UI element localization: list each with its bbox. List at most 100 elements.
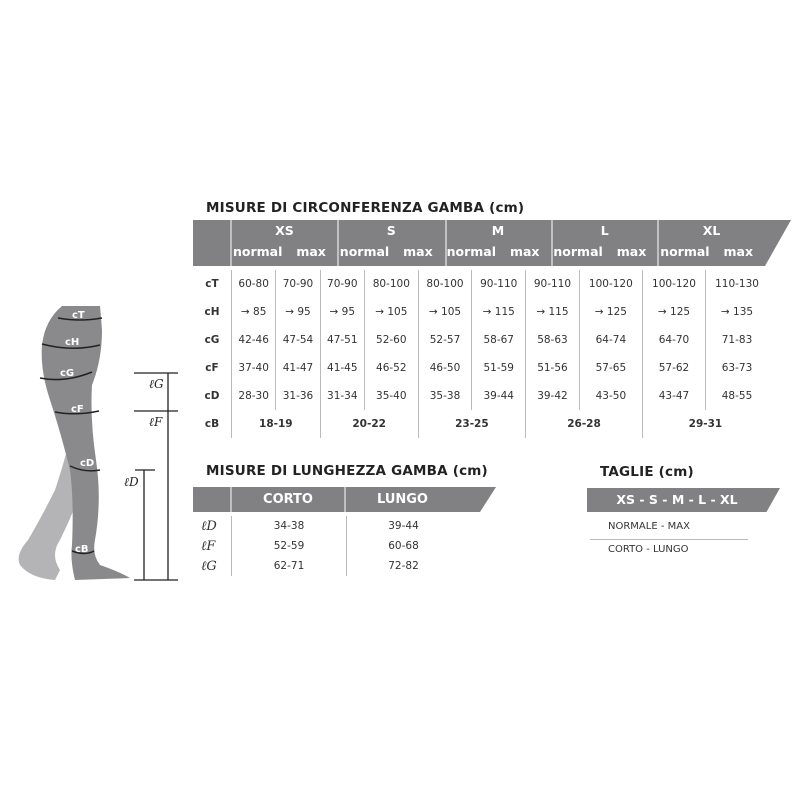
- sub-header-normal: normal: [446, 244, 496, 259]
- size-label: M: [491, 223, 505, 238]
- table-row: ℓF 52-59 60-68: [193, 536, 460, 556]
- cell: 63-73: [705, 354, 768, 382]
- cell: → 85: [230, 298, 276, 326]
- size-group-l: L normal max: [551, 222, 658, 266]
- cell: → 105: [363, 298, 419, 326]
- table-row-cB: cB 18-19 20-22 23-25 26-28 29-31: [193, 410, 768, 438]
- sub-header-max: max: [296, 244, 326, 259]
- cell: 52-57: [417, 326, 472, 354]
- cell: → 125: [578, 298, 643, 326]
- sub-header-max: max: [723, 244, 754, 259]
- label-lF: ℓF: [149, 415, 163, 429]
- cell: 64-74: [578, 326, 643, 354]
- size-group-xl: XL normal max: [658, 222, 765, 266]
- size-group-xs: XS normal max: [231, 222, 338, 266]
- cell: → 95: [319, 298, 365, 326]
- cell: 90-110: [525, 270, 580, 298]
- sub-header-max: max: [509, 244, 540, 259]
- front-leg: [41, 306, 130, 580]
- circumference-title: MISURE DI CIRCONFERENZA GAMBA (cm): [206, 200, 525, 216]
- taglie-corto-lungo: CORTO - LUNGO: [608, 544, 689, 555]
- cell: 43-50: [578, 382, 643, 410]
- cell: 23-25: [417, 410, 526, 438]
- cell: 71-83: [705, 326, 768, 354]
- row-label: cD: [204, 390, 220, 402]
- cell: 35-40: [363, 382, 419, 410]
- label-lG: ℓG: [149, 377, 164, 391]
- label-cT: cT: [72, 310, 85, 321]
- circumference-header-bar: [193, 220, 791, 266]
- table-row: ℓG 62-71 72-82: [193, 556, 460, 576]
- label-cG: cG: [60, 368, 74, 379]
- cell: → 95: [275, 298, 321, 326]
- table-row: cF 37-40 41-47 41-45 46-52 46-50 51-59 51-56 57-…: [193, 354, 768, 382]
- cell: 18-19: [231, 410, 321, 438]
- cell: 100-120: [641, 270, 706, 298]
- sub-header-normal: normal: [553, 244, 603, 259]
- row-label: cG: [204, 334, 220, 346]
- cell: 41-47: [275, 354, 321, 382]
- cell: 62-71: [231, 556, 347, 576]
- cell: 35-38: [417, 382, 472, 410]
- cell: 58-67: [471, 326, 526, 354]
- taglie-title: TAGLIE (cm): [600, 464, 694, 480]
- cell: 52-60: [363, 326, 419, 354]
- cell: 26-28: [525, 410, 643, 438]
- size-label: L: [600, 223, 609, 238]
- header-corto: CORTO: [263, 492, 313, 507]
- cell: 100-120: [578, 270, 643, 298]
- row-label: cB: [204, 418, 220, 430]
- cell: 80-100: [417, 270, 472, 298]
- cell: 34-38: [231, 516, 347, 536]
- cell: 47-51: [319, 326, 365, 354]
- cell: 31-34: [319, 382, 365, 410]
- cell: 42-46: [230, 326, 276, 354]
- row-label: ℓF: [201, 539, 216, 554]
- row-label: ℓG: [201, 559, 217, 574]
- table-row: cH → 85 → 95 → 95 → 105 → 105 → 115 → 115 → 125 →…: [193, 298, 768, 326]
- table-row: cD 28-30 31-36 31-34 35-40 35-38 39-44 39-42 43-…: [193, 382, 768, 410]
- size-headers: XS normal max S normal max M normal max L norm…: [231, 222, 765, 266]
- cell: 60-80: [230, 270, 276, 298]
- circumference-table: cT 60-80 70-90 70-90 80-100 80-100 90-110 90-11…: [193, 270, 768, 438]
- label-cD: cD: [80, 458, 94, 469]
- cell: 52-59: [231, 536, 347, 556]
- cell: 70-90: [319, 270, 365, 298]
- cell: → 105: [417, 298, 472, 326]
- cell: 28-30: [230, 382, 276, 410]
- size-label: XL: [702, 223, 721, 238]
- cell: 39-44: [471, 382, 526, 410]
- cell: → 125: [641, 298, 706, 326]
- cell: 64-70: [641, 326, 706, 354]
- cell: 60-68: [346, 536, 460, 556]
- cell: 37-40: [230, 354, 276, 382]
- cell: 29-31: [641, 410, 768, 438]
- cell: 57-65: [578, 354, 643, 382]
- sub-header-max: max: [616, 244, 647, 259]
- cell: 90-110: [471, 270, 526, 298]
- cell: 31-36: [275, 382, 321, 410]
- table-row: cT 60-80 70-90 70-90 80-100 80-100 90-110 90-11…: [193, 270, 768, 298]
- row-label: cF: [205, 362, 219, 374]
- cell: 57-62: [641, 354, 706, 382]
- cell: 39-42: [525, 382, 580, 410]
- taglie-divider: [590, 539, 748, 540]
- cell: 51-56: [525, 354, 580, 382]
- cell: 51-59: [471, 354, 526, 382]
- size-group-m: M normal max: [445, 222, 552, 266]
- taglie-bar: [587, 488, 780, 512]
- cell: 70-90: [275, 270, 321, 298]
- label-cB: cB: [75, 544, 89, 555]
- cell: 47-54: [275, 326, 321, 354]
- sub-header-max: max: [403, 244, 433, 259]
- taglie-sizes: XS - S - M - L - XL: [616, 492, 738, 507]
- length-header-bar: [193, 487, 496, 512]
- cell: 46-50: [417, 354, 472, 382]
- row-label: ℓD: [201, 519, 217, 534]
- cell: 20-22: [319, 410, 419, 438]
- label-cF: cF: [71, 404, 84, 415]
- taglie-normale-max: NORMALE - MAX: [608, 521, 690, 532]
- sub-header-normal: normal: [339, 244, 390, 259]
- size-group-s: S normal max: [338, 222, 445, 266]
- leg-diagram: cT cH cG cF cD cB ℓG ℓF ℓD: [18, 306, 178, 581]
